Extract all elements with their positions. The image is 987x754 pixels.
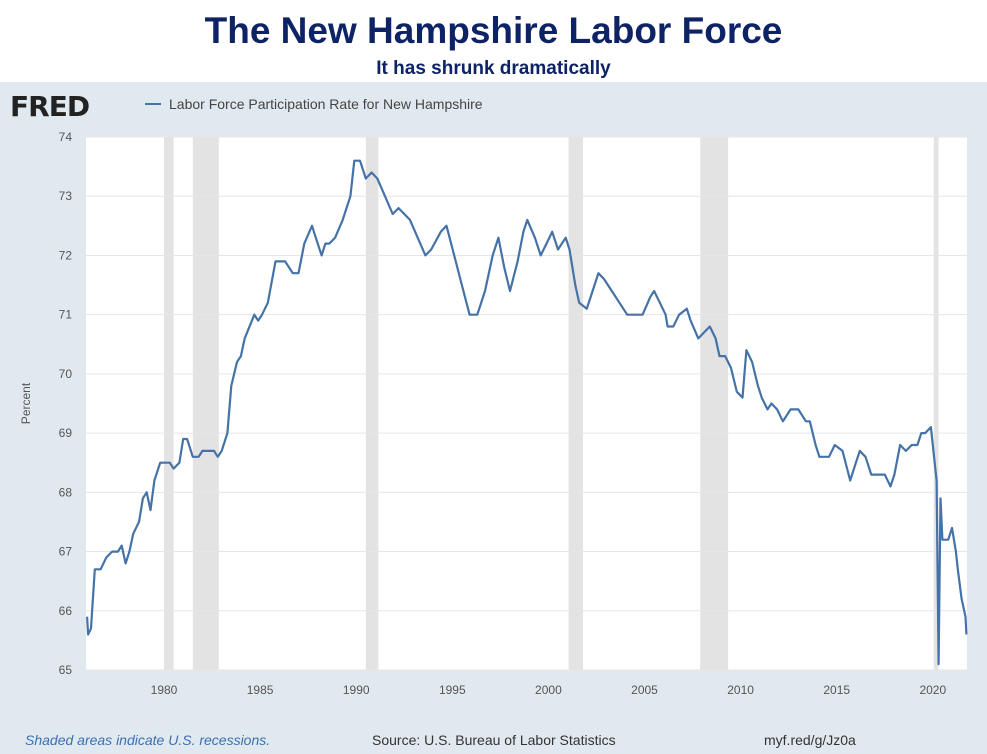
fred-logo[interactable]: FRED [10, 90, 90, 123]
recession-band [700, 137, 729, 670]
y-tick-label: 71 [59, 308, 73, 322]
x-tick-label: 2010 [727, 683, 754, 697]
y-tick-label: 70 [59, 367, 73, 381]
x-tick-label: 1990 [343, 683, 370, 697]
recession-note: Shaded areas indicate U.S. recessions. [25, 732, 271, 748]
legend-label: Labor Force Participation Rate for New H… [169, 96, 483, 112]
recession-band [933, 137, 939, 670]
recession-band [365, 137, 379, 670]
series-line [86, 159, 968, 666]
x-tick-label: 2000 [535, 683, 562, 697]
y-tick-label: 73 [59, 189, 73, 203]
y-tick-label: 68 [59, 485, 73, 499]
x-tick-label: 2015 [823, 683, 850, 697]
y-tick-label: 65 [59, 663, 73, 677]
legend-swatch [145, 103, 161, 105]
x-tick-label: 1980 [151, 683, 178, 697]
recession-band [164, 137, 174, 670]
recession-band [568, 137, 583, 670]
y-tick-label: 74 [59, 130, 73, 144]
recession-band [192, 137, 219, 670]
page-subtitle: It has shrunk dramatically [376, 58, 611, 79]
x-tick-label: 1995 [439, 683, 466, 697]
y-tick-label: 67 [59, 545, 73, 559]
short-link[interactable]: myf.red/g/Jz0a [764, 732, 856, 748]
x-tick-label: 2020 [919, 683, 946, 697]
x-tick-label: 1985 [247, 683, 274, 697]
page-title: The New Hampshire Labor Force [204, 10, 783, 51]
chart-legend: Labor Force Participation Rate for New H… [145, 96, 483, 112]
y-tick-label: 66 [59, 604, 73, 618]
x-tick-label: 2005 [631, 683, 658, 697]
y-tick-label: 69 [59, 426, 73, 440]
y-tick-label: 72 [59, 248, 73, 262]
y-axis-label: Percent [19, 382, 33, 424]
source-text: Source: U.S. Bureau of Labor Statistics [372, 732, 616, 748]
